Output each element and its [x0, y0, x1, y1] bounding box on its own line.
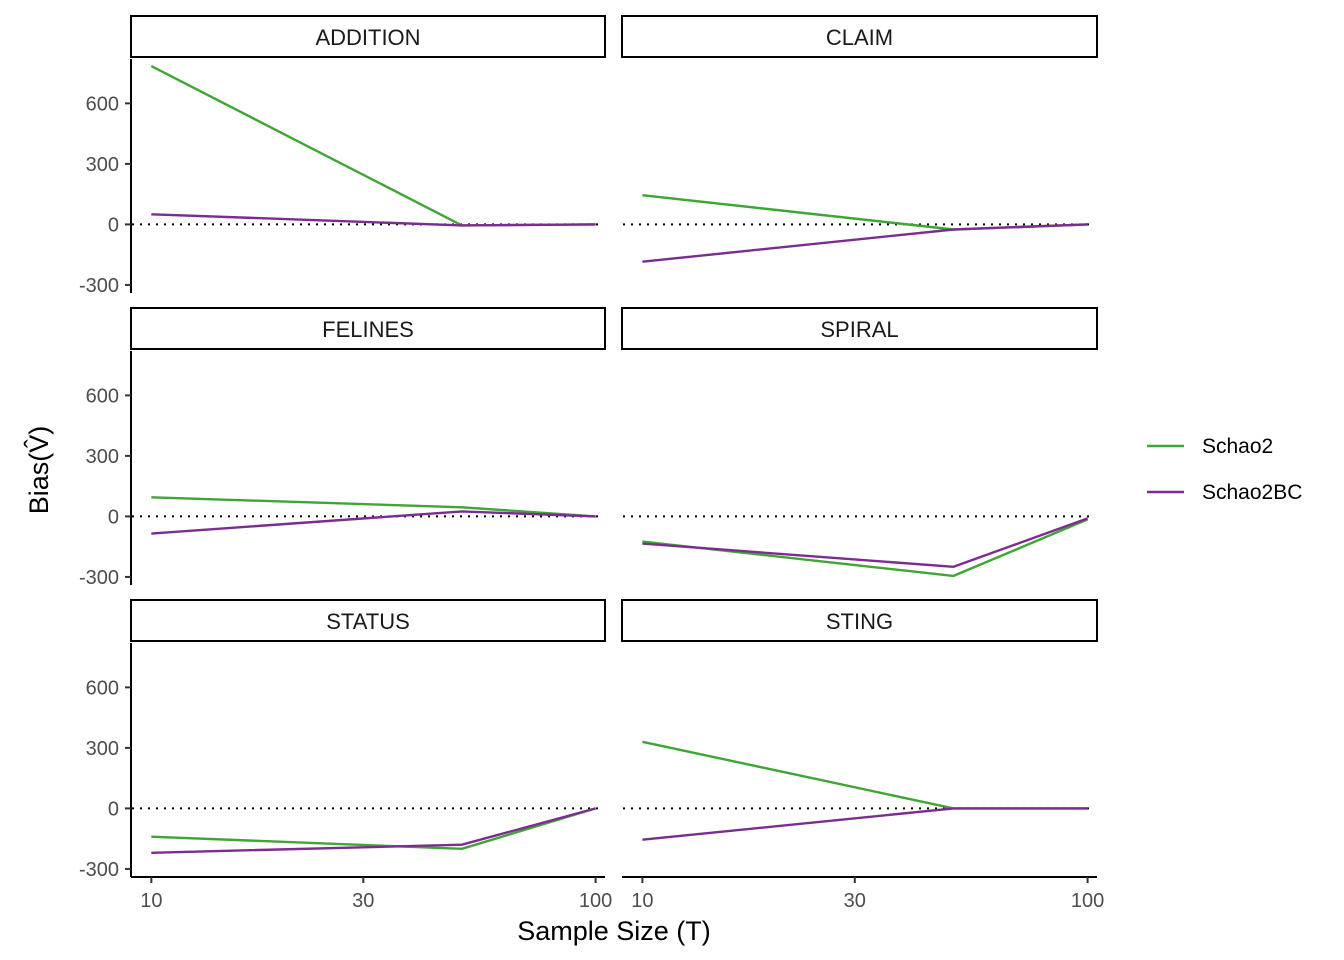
panel-claim: CLAIM	[621, 15, 1098, 263]
series-line-schao2	[151, 807, 596, 850]
strip-box	[130, 599, 606, 642]
x-tick-label: 100	[579, 890, 612, 912]
y-tick-label: 300	[86, 446, 119, 468]
legend-label-schao2: Schao2	[1202, 435, 1273, 458]
x-axis-title: Sample Size (T)	[517, 916, 711, 946]
series-line-schao2bc	[151, 213, 596, 227]
panels: ADDITION-3000300600CLAIMFELINES-30003006…	[79, 15, 1104, 912]
strip-box	[621, 15, 1098, 58]
x-tick-label: 30	[352, 890, 374, 912]
panel-status: STATUS -300 0 300 600 10 30 100	[79, 599, 612, 912]
legend-label-schao2bc: Schao2BC	[1202, 481, 1302, 504]
y-tick-label: -300	[79, 567, 119, 589]
strip-box	[130, 307, 606, 350]
series-line-schao2bc	[642, 807, 1088, 841]
strip-title: STATUS	[326, 609, 410, 634]
x-tick-label: 10	[140, 890, 162, 912]
series-line-schao2bc	[151, 807, 596, 854]
strip-title: ADDITION	[315, 25, 420, 50]
y-tick-label: 600	[86, 93, 119, 115]
x-tick-label: 100	[1071, 890, 1104, 912]
strip-title: FELINES	[322, 317, 414, 342]
strip-title: CLAIM	[826, 25, 893, 50]
series-line-schao2	[642, 740, 1088, 810]
strip-box	[130, 15, 606, 58]
x-tick-label: 10	[631, 890, 653, 912]
panel-sting: STING 10 30 100	[621, 599, 1104, 912]
y-tick-label: 600	[86, 677, 119, 699]
series-line-schao2bc	[151, 510, 596, 535]
series-line-schao2bc	[642, 517, 1089, 568]
series-line-schao2	[151, 496, 596, 518]
y-tick-label: 600	[86, 385, 119, 407]
strip-title: SPIRAL	[820, 317, 898, 342]
strip-box	[621, 307, 1098, 350]
y-tick-label: -300	[79, 859, 119, 881]
y-tick-label: 0	[108, 798, 119, 820]
y-tick-label: 0	[108, 506, 119, 528]
strip-title: STING	[826, 609, 893, 634]
x-tick-label: 30	[844, 890, 866, 912]
series-line-schao2bc	[642, 223, 1088, 263]
y-tick-label: 0	[108, 214, 119, 236]
y-axis-title: Bias(V̂)	[24, 426, 54, 515]
strip-box	[621, 599, 1098, 642]
y-tick-label: 300	[86, 154, 119, 176]
y-tick-label: 300	[86, 738, 119, 760]
y-tick-label: -300	[79, 275, 119, 297]
panel-addition: ADDITION -300 0 300 600	[79, 15, 606, 297]
series-line-schao2	[642, 518, 1089, 578]
legend: Schao2 Schao2BC	[1147, 435, 1302, 504]
series-line-schao2	[150, 65, 596, 227]
panel-spiral: SPIRAL	[621, 307, 1098, 578]
panel-felines: FELINES -300 0 300 600	[79, 307, 606, 589]
